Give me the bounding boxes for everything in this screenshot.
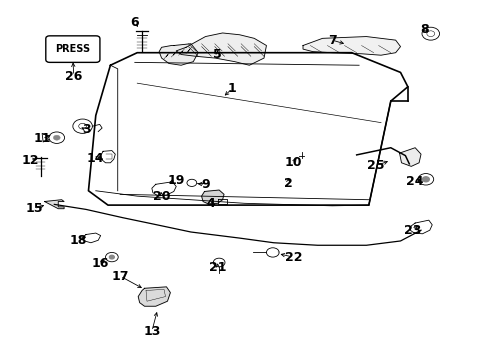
Text: 15: 15 <box>25 202 42 215</box>
Text: 13: 13 <box>143 325 160 338</box>
Text: 1: 1 <box>227 82 236 95</box>
Text: 5: 5 <box>213 48 222 61</box>
Polygon shape <box>159 44 198 65</box>
Polygon shape <box>44 200 64 209</box>
Polygon shape <box>399 148 420 166</box>
Text: 20: 20 <box>153 190 170 203</box>
Text: 14: 14 <box>87 152 104 165</box>
Text: 8: 8 <box>420 23 428 36</box>
Text: 4: 4 <box>205 197 214 210</box>
Text: 24: 24 <box>406 175 423 188</box>
Text: 23: 23 <box>403 224 421 238</box>
Text: 10: 10 <box>284 156 302 169</box>
FancyBboxPatch shape <box>46 36 100 62</box>
Text: 2: 2 <box>284 177 292 190</box>
Text: 7: 7 <box>327 33 336 47</box>
Polygon shape <box>303 37 400 55</box>
Text: 19: 19 <box>167 174 184 186</box>
Text: 3: 3 <box>81 123 90 136</box>
Circle shape <box>422 177 428 182</box>
Polygon shape <box>176 33 266 65</box>
Text: 25: 25 <box>366 159 384 172</box>
Text: 9: 9 <box>201 178 209 191</box>
Polygon shape <box>138 287 170 306</box>
Text: 12: 12 <box>21 154 39 167</box>
Text: 17: 17 <box>111 270 129 283</box>
Text: 18: 18 <box>70 234 87 247</box>
Text: 16: 16 <box>92 257 109 270</box>
Circle shape <box>109 255 114 259</box>
Polygon shape <box>201 190 224 204</box>
Text: 6: 6 <box>130 16 139 29</box>
Text: 11: 11 <box>33 132 51 145</box>
Text: 22: 22 <box>284 251 302 264</box>
Circle shape <box>53 135 60 140</box>
Text: 26: 26 <box>65 69 82 82</box>
Text: 21: 21 <box>208 261 226 274</box>
Text: PRESS: PRESS <box>55 44 90 54</box>
